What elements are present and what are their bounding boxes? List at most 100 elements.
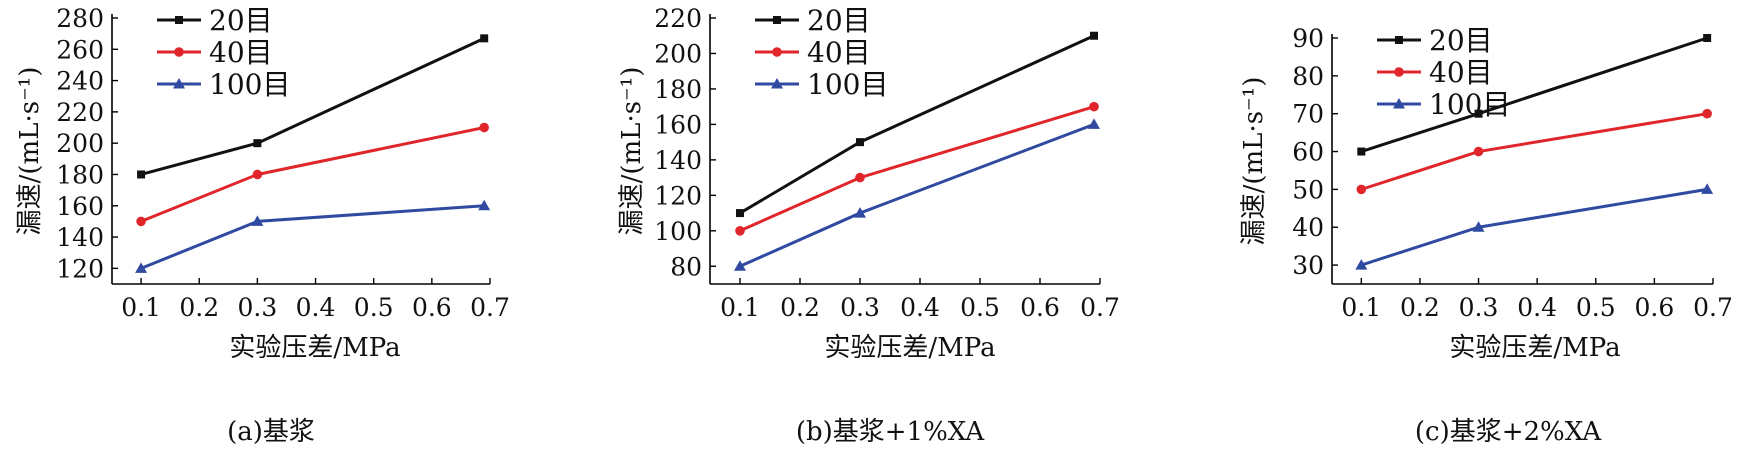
x-tick-label: 0.3 [238, 293, 278, 322]
data-point [1474, 109, 1483, 118]
legend-label: 40目 [209, 36, 273, 69]
data-point [856, 138, 864, 147]
x-tick-label: 0.2 [179, 293, 219, 322]
legend-marker [771, 78, 783, 89]
y-tick-label: 80 [670, 252, 702, 281]
x-tick-label: 0.4 [900, 293, 940, 322]
panel-caption: (c)基浆+2%XA [1415, 417, 1602, 447]
panel-caption: (a)基浆 [227, 417, 315, 447]
data-point [1703, 34, 1712, 42]
legend-marker [1395, 36, 1403, 44]
x-tick-label: 0.1 [720, 293, 760, 322]
y-axis-label: 漏速/(mL·s⁻¹) [15, 67, 45, 236]
series-line-2 [140, 126, 485, 223]
data-point [1355, 259, 1368, 270]
x-axis-label: 实验压差/MPa [824, 333, 995, 363]
legend-marker [1394, 67, 1404, 77]
data-point [1088, 118, 1100, 129]
y-tick-label: 160 [654, 110, 702, 139]
data-point [1473, 146, 1484, 157]
series-line-3 [140, 204, 485, 270]
y-tick-label: 160 [56, 192, 104, 221]
x-tick-label: 0.3 [840, 293, 880, 322]
data-point [1090, 31, 1098, 40]
y-tick-label: 100 [654, 217, 702, 246]
y-tick-label: 50 [1292, 175, 1324, 204]
y-tick-label: 280 [56, 4, 104, 33]
series-line-1 [140, 36, 485, 176]
data-point [478, 199, 491, 211]
y-tick-label: 180 [654, 75, 702, 104]
chart-panel-3: 30 40 50 60 70 80 90 0.1 0.2 0.3 0.4 0.5 0.6 0.7 实验压差/… [1239, 24, 1733, 447]
legend-label: 100目 [1429, 88, 1510, 121]
y-tick-label: 200 [56, 129, 104, 158]
y-tick-label: 200 [654, 39, 702, 68]
y-tick-label: 260 [56, 35, 104, 64]
series-line-1 [1360, 36, 1708, 153]
y-tick-label: 120 [654, 181, 702, 210]
series-line-3 [1360, 187, 1708, 267]
legend-marker [173, 78, 185, 89]
y-tick-label: 80 [1292, 62, 1324, 91]
data-point [1701, 183, 1714, 194]
x-axis-label: 实验压差/MPa [1449, 333, 1620, 363]
y-tick-label: 220 [56, 98, 104, 127]
data-point [735, 226, 745, 236]
legend-marker [174, 47, 184, 57]
y-tick-label: 180 [56, 160, 104, 189]
legend-label: 100目 [807, 68, 888, 101]
data-point [855, 172, 865, 183]
y-axis-label: 漏速/(mL·s⁻¹) [1239, 77, 1269, 246]
y-tick-label: 40 [1292, 213, 1324, 242]
series-line-2 [739, 105, 1095, 233]
data-point [135, 262, 148, 273]
series-line-1 [739, 34, 1095, 215]
legend-marker [773, 16, 781, 24]
data-point [854, 207, 866, 218]
y-tick-label: 240 [56, 67, 104, 96]
data-point [136, 216, 146, 227]
x-tick-label: 0.7 [1080, 293, 1120, 322]
y-tick-label: 30 [1292, 251, 1324, 280]
data-point [137, 170, 146, 179]
data-point [1357, 147, 1366, 156]
y-tick-label: 120 [56, 254, 104, 283]
legend-marker [175, 16, 183, 24]
x-tick-label: 0.2 [1400, 293, 1440, 322]
x-tick-label: 0.5 [1576, 293, 1616, 322]
data-point [480, 34, 489, 43]
x-tick-label: 0.6 [412, 293, 452, 322]
series-line-3 [739, 122, 1095, 268]
data-point [1472, 221, 1485, 232]
series-line-2 [1360, 112, 1708, 191]
x-tick-label: 0.6 [1635, 293, 1675, 322]
x-tick-label: 0.5 [960, 293, 1000, 322]
legend-label: 20目 [807, 4, 871, 37]
x-tick-label: 0.7 [470, 293, 510, 322]
legend-label: 20目 [1429, 24, 1493, 57]
y-tick-label: 70 [1292, 100, 1324, 129]
legend-label: 20目 [209, 4, 273, 37]
y-tick-label: 140 [654, 146, 702, 175]
x-tick-label: 0.1 [121, 293, 161, 322]
data-point [1702, 108, 1712, 119]
panel-caption: (b)基浆+1%XA [796, 417, 986, 447]
legend-label: 40目 [807, 36, 871, 69]
legend-label: 40目 [1429, 56, 1493, 89]
data-point [252, 169, 263, 180]
x-axis-label: 实验压差/MPa [229, 333, 400, 363]
x-tick-label: 0.4 [296, 293, 336, 322]
data-point [1356, 184, 1367, 195]
y-tick-label: 220 [654, 4, 702, 33]
y-tick-label: 60 [1292, 138, 1324, 167]
data-point [734, 260, 746, 271]
data-point [253, 139, 262, 148]
y-axis-label: 漏速/(mL·s⁻¹) [617, 67, 647, 236]
y-tick-label: 90 [1292, 24, 1324, 53]
data-point [251, 215, 264, 226]
data-point [736, 209, 744, 218]
data-point [1089, 101, 1099, 112]
x-tick-label: 0.3 [1459, 293, 1499, 322]
chart-panel-2: 80 100 120 140 160 180 200 220 0.1 0.2 0.3 0.4 0.5 0.… [617, 4, 1120, 447]
